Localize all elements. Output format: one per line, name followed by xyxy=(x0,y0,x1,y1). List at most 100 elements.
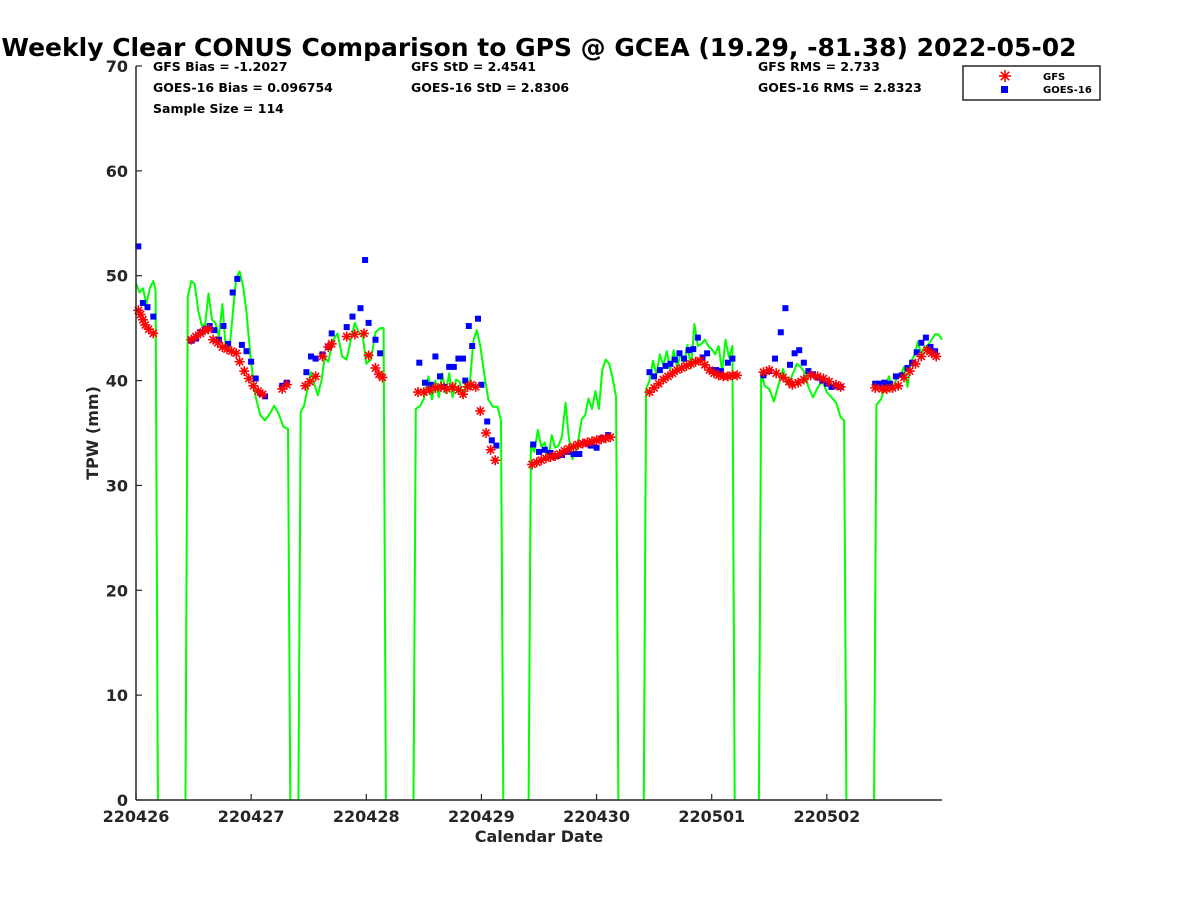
goes-point xyxy=(215,336,222,343)
goes-point xyxy=(225,340,232,347)
goes-point xyxy=(805,368,812,375)
goes-point xyxy=(932,348,939,355)
gfs-point xyxy=(798,374,809,385)
x-tick-label: 220428 xyxy=(333,807,400,826)
goes-point xyxy=(377,350,384,357)
goes-point xyxy=(437,373,443,380)
gfs-point xyxy=(568,441,579,452)
gfs-point xyxy=(341,331,352,342)
gfs-point xyxy=(257,389,268,400)
goes-point xyxy=(782,305,789,312)
gps-line-segment xyxy=(642,322,736,801)
goes-point xyxy=(229,289,236,296)
goes-point xyxy=(312,355,319,362)
legend-goes-label: GOES-16 xyxy=(1043,85,1092,96)
x-tick-label: 220429 xyxy=(448,807,515,826)
gfs-point xyxy=(899,372,910,383)
gfs-point xyxy=(605,432,616,443)
legend-box xyxy=(962,65,1101,101)
y-tick-label: 50 xyxy=(106,267,128,286)
gfs-point xyxy=(377,372,388,383)
y-tick-label: 10 xyxy=(106,686,128,705)
goes-point xyxy=(328,330,335,337)
goes-point xyxy=(139,300,146,306)
legend-gfs-label: GFS xyxy=(1043,72,1065,83)
goes-point xyxy=(876,380,883,387)
goes-point xyxy=(465,323,472,329)
goes-point xyxy=(690,346,697,353)
goes-point xyxy=(717,368,724,375)
gfs-point xyxy=(349,329,360,340)
goes-point xyxy=(462,377,469,384)
goes-point xyxy=(576,451,583,457)
goes-point xyxy=(238,341,245,348)
goes-point xyxy=(469,343,476,349)
goes-point xyxy=(206,323,213,329)
gfs-point xyxy=(771,368,782,379)
goes-point xyxy=(704,350,711,357)
gfs-point xyxy=(234,356,245,367)
goes-point xyxy=(243,348,250,355)
goes-point xyxy=(427,381,434,388)
goes-point xyxy=(422,379,428,386)
goes-point xyxy=(724,359,731,366)
goes-point xyxy=(446,363,453,370)
goes-point xyxy=(478,381,485,388)
gfs-point xyxy=(148,328,159,339)
gfs-point xyxy=(778,372,789,383)
goes-point xyxy=(828,383,835,390)
gfs-point xyxy=(326,338,337,349)
stat-gfs-std: GFS StD = 2.4541 xyxy=(411,59,536,74)
goes-point xyxy=(484,418,491,425)
gfs-point xyxy=(363,350,374,361)
goes-point xyxy=(303,369,310,376)
goes-point xyxy=(308,353,314,360)
goes-point xyxy=(662,362,669,369)
goes-point xyxy=(892,373,899,380)
goes-point xyxy=(211,327,218,334)
gfs-point xyxy=(490,455,501,466)
goes-point xyxy=(541,446,548,453)
x-tick-label: 220502 xyxy=(793,807,860,826)
gfs-point xyxy=(470,381,481,392)
gfs-point xyxy=(475,405,486,416)
goes-point xyxy=(564,448,571,455)
gfs-point xyxy=(805,370,816,381)
stats-annotations: GFS Bias = -1.2027 GOES-16 Bias = 0.0967… xyxy=(153,59,922,116)
gfs-point xyxy=(310,371,321,382)
gfs-point xyxy=(835,381,846,392)
goes-point xyxy=(357,305,364,312)
stat-gfs-bias: GFS Bias = -1.2027 xyxy=(153,59,287,74)
goes-point xyxy=(475,315,481,322)
goes-point xyxy=(671,356,678,363)
goes-point xyxy=(800,359,807,366)
goes-point xyxy=(530,441,537,448)
goes-point xyxy=(570,451,577,457)
x-axis-label: Calendar Date xyxy=(475,827,604,846)
goes-point xyxy=(362,257,369,263)
gps-line-segment xyxy=(135,280,159,801)
goes-point xyxy=(913,349,920,356)
y-tick-label: 70 xyxy=(106,57,128,76)
gfs-point xyxy=(231,348,242,359)
goes-point xyxy=(252,375,259,382)
goes-point xyxy=(220,323,227,329)
axes xyxy=(135,66,942,801)
stat-sample-size: Sample Size = 114 xyxy=(153,101,284,116)
y-ticks: 0 10 20 30 40 50 60 70 xyxy=(106,57,142,810)
gfs-point xyxy=(481,428,492,438)
goes-point xyxy=(559,452,565,458)
goes-point xyxy=(343,324,350,331)
goes-point xyxy=(372,336,379,343)
goes-point xyxy=(656,367,663,374)
gfs-point xyxy=(203,324,214,335)
x-tick-label: 220427 xyxy=(218,807,285,826)
gps-line-segment xyxy=(873,333,943,801)
goes-point xyxy=(772,355,778,362)
gfs-point xyxy=(893,380,904,391)
goes-point xyxy=(922,334,929,341)
goes-point xyxy=(787,361,793,368)
goes-point xyxy=(810,371,816,378)
gfs-point xyxy=(248,380,259,391)
goes-point xyxy=(248,358,255,365)
